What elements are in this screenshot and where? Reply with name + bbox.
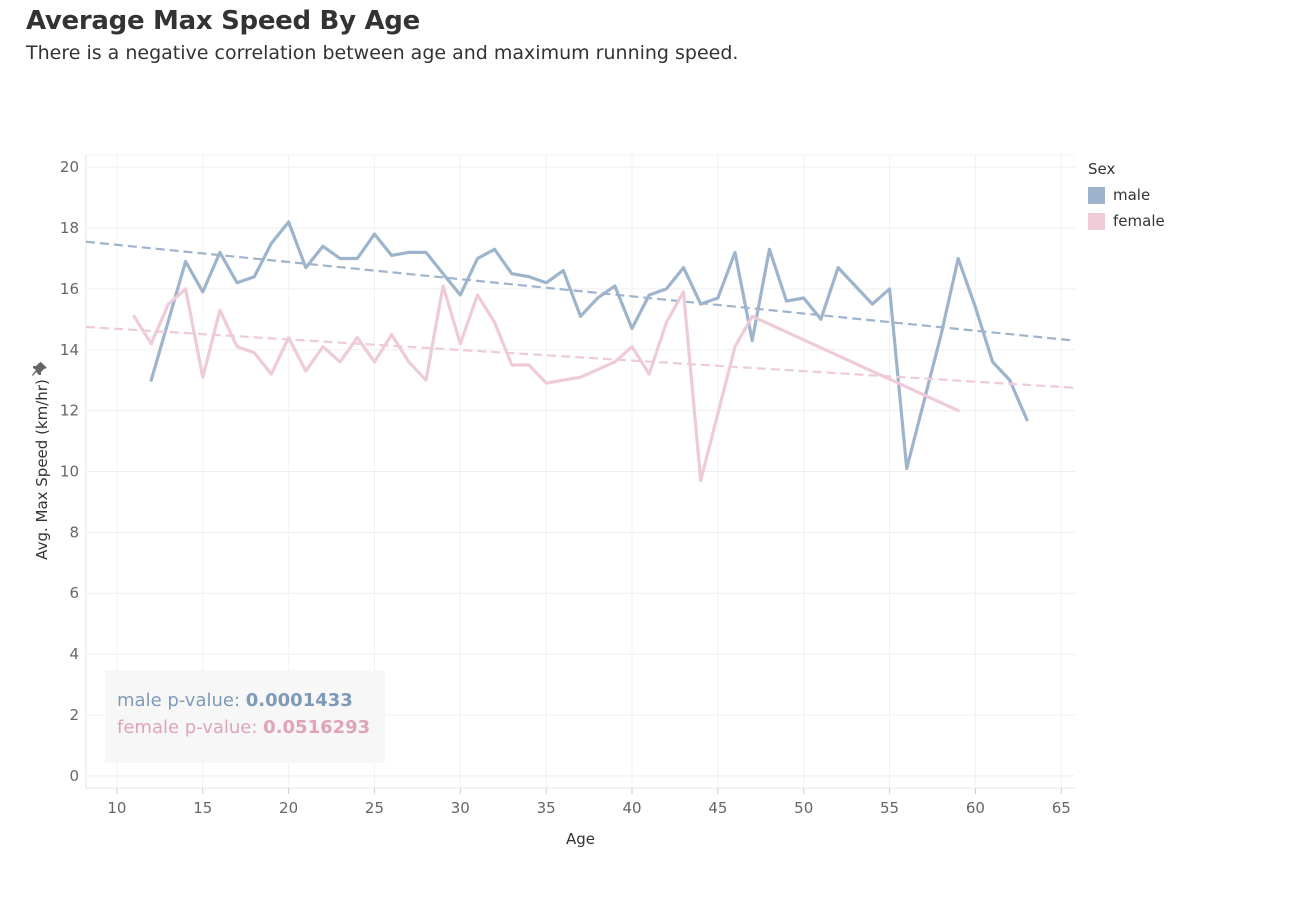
trend-line-male bbox=[85, 240, 1076, 342]
y-tick-label: 6 bbox=[69, 584, 79, 602]
x-tick-label: 55 bbox=[880, 799, 899, 817]
series-line-female bbox=[132, 284, 960, 483]
chart-subtitle: There is a negative correlation between … bbox=[26, 42, 739, 64]
x-tick-label: 65 bbox=[1052, 799, 1071, 817]
y-tick-label: 16 bbox=[60, 280, 79, 298]
y-tick-label: 4 bbox=[69, 645, 79, 663]
legend-swatch-male bbox=[1088, 186, 1105, 204]
y-tick-label: 18 bbox=[60, 219, 79, 237]
y-tick-label: 12 bbox=[60, 402, 79, 420]
x-tick-label: 25 bbox=[365, 799, 384, 817]
x-tick-label: 60 bbox=[966, 799, 985, 817]
legend-item-male[interactable]: male bbox=[1088, 182, 1165, 208]
y-tick-label: 2 bbox=[69, 706, 79, 724]
female-pvalue-value: 0.0516293 bbox=[263, 717, 371, 738]
legend-swatch-female bbox=[1088, 212, 1105, 230]
female-pvalue-label: female p-value: bbox=[117, 717, 264, 738]
male-pvalue: male p-value: 0.0001433 bbox=[117, 690, 353, 711]
y-tick-label: 0 bbox=[69, 767, 79, 785]
x-tick-label: 15 bbox=[193, 799, 212, 817]
x-tick-label: 40 bbox=[622, 799, 641, 817]
legend-title: Sex bbox=[1088, 160, 1116, 178]
x-tick-label: 10 bbox=[107, 799, 126, 817]
legend-label-male: male bbox=[1113, 186, 1151, 204]
y-tick-label: 14 bbox=[60, 341, 79, 359]
male-pvalue-value: 0.0001433 bbox=[245, 690, 353, 711]
legend-item-female[interactable]: female bbox=[1088, 208, 1165, 234]
x-tick-label: 50 bbox=[794, 799, 813, 817]
female-pvalue: female p-value: 0.0516293 bbox=[117, 717, 370, 738]
y-tick-label: 20 bbox=[60, 158, 79, 176]
trend-line-female bbox=[85, 325, 1076, 389]
y-axis-title: Avg. Max Speed (km/hr) bbox=[33, 379, 51, 560]
series-line-male bbox=[149, 220, 1029, 471]
x-tick-label: 35 bbox=[537, 799, 556, 817]
x-axis-title: Age bbox=[566, 830, 595, 848]
legend-label-female: female bbox=[1113, 212, 1165, 230]
x-tick-label: 20 bbox=[279, 799, 298, 817]
pvalue-annotation: male p-value: 0.0001433 female p-value: … bbox=[105, 670, 385, 763]
x-tick-label: 30 bbox=[451, 799, 470, 817]
y-tick-label: 10 bbox=[60, 463, 79, 481]
legend: Sex male female bbox=[1088, 160, 1165, 234]
pin-icon[interactable] bbox=[31, 360, 49, 378]
y-tick-label: 8 bbox=[69, 523, 79, 541]
chart-title: Average Max Speed By Age bbox=[26, 6, 420, 36]
male-pvalue-label: male p-value: bbox=[117, 690, 246, 711]
x-tick-label: 45 bbox=[708, 799, 727, 817]
